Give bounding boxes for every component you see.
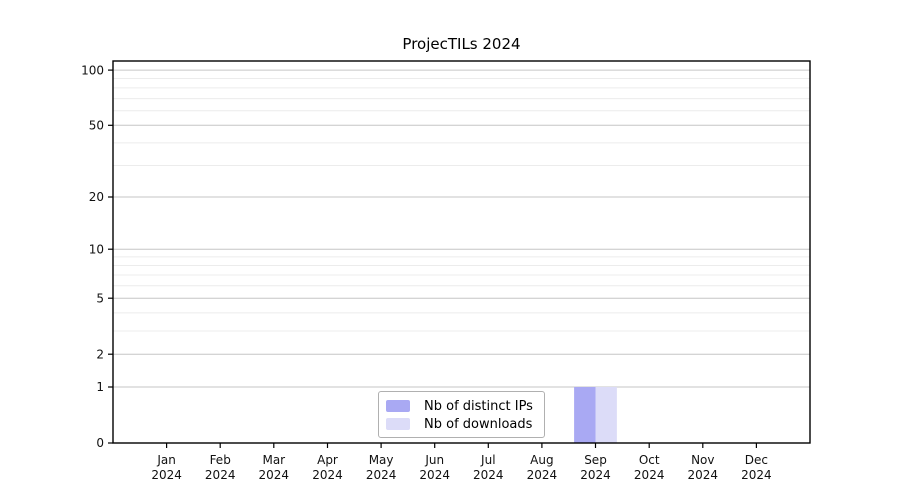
x-tick-label: Mar 2024 [259, 453, 290, 482]
bar [595, 387, 617, 443]
legend: Nb of distinct IPs Nb of downloads [378, 391, 545, 438]
y-tick-label: 0 [96, 436, 104, 450]
y-tick-label: 2 [96, 347, 104, 361]
y-tick-label: 1 [96, 380, 104, 394]
y-tick-label: 100 [81, 63, 104, 77]
x-tick-label: Aug 2024 [527, 453, 558, 482]
x-tick-label: Jul 2024 [473, 453, 504, 482]
y-tick-label: 50 [89, 119, 104, 133]
gridlines-minor [113, 78, 810, 332]
x-tick-label: Apr 2024 [312, 453, 343, 482]
x-tick-label: Sep 2024 [580, 453, 611, 482]
legend-swatch-distinct-ips [386, 400, 410, 412]
y-tick-label: 5 [96, 291, 104, 305]
x-tick-label: May 2024 [366, 453, 397, 482]
y-tick-label: 10 [89, 242, 104, 256]
chart-title: ProjecTILs 2024 [402, 35, 521, 53]
plot-frame [112, 60, 811, 444]
y-tick-label: 20 [89, 190, 104, 204]
x-tick-label: Dec 2024 [741, 453, 772, 482]
x-tick-label: Jun 2024 [419, 453, 450, 482]
legend-item-distinct-ips: Nb of distinct IPs [386, 398, 535, 414]
x-tick-label: Feb 2024 [205, 453, 236, 482]
y-axis-ticks: 0 1 2 5 10 20 50 100 [81, 63, 113, 450]
legend-label-downloads: Nb of downloads [424, 416, 533, 432]
legend-label-distinct-ips: Nb of distinct IPs [424, 398, 533, 414]
x-axis-ticks: Jan 2024 Feb 2024 Mar 2024 Apr 2024 May 2024 Jun 20… [151, 443, 772, 482]
legend-item-downloads: Nb of downloads [386, 416, 535, 432]
x-tick-label: Jan 2024 [151, 453, 182, 482]
legend-swatch-downloads [386, 418, 410, 430]
x-tick-label: Oct 2024 [634, 453, 665, 482]
x-tick-label: Nov 2024 [688, 453, 719, 482]
bar [574, 387, 596, 443]
bars [574, 387, 617, 443]
gridlines-major [113, 69, 810, 388]
